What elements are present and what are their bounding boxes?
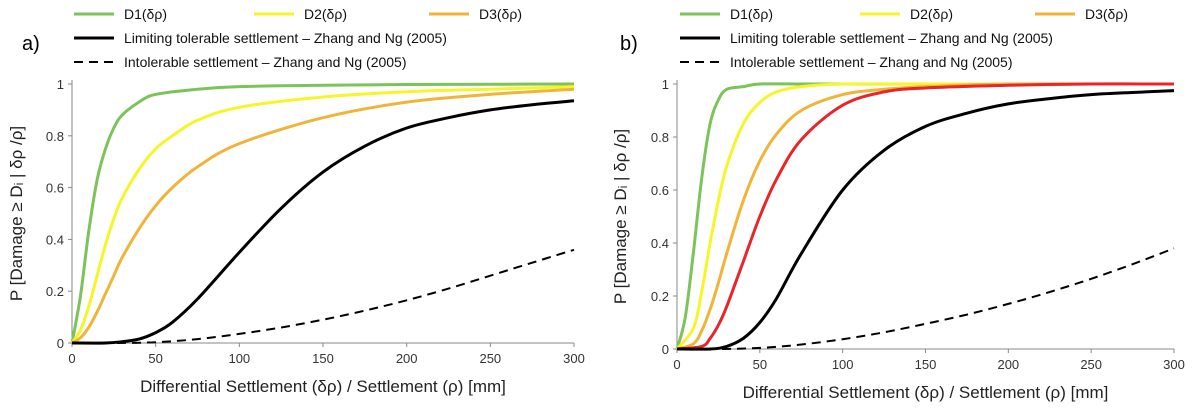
x-axis-title: Differential Settlement (δρ) / Settlemen… xyxy=(140,377,506,396)
x-tick-label: 300 xyxy=(1163,357,1185,372)
y-tick-label: 0.6 xyxy=(46,181,64,196)
y-tick-label: 0.2 xyxy=(651,289,669,304)
legend-label: D2(δρ) xyxy=(910,6,953,22)
y-tick-label: 0.6 xyxy=(651,183,669,198)
x-tick-label: 150 xyxy=(312,351,334,366)
series-line-2 xyxy=(71,87,575,345)
legend-label: Intolerable settlement – Zhang and Ng (2… xyxy=(124,54,407,70)
y-tick-label: 0.4 xyxy=(651,236,669,251)
y-tick-label: 0.4 xyxy=(46,232,64,247)
panel-label: a) xyxy=(22,33,40,55)
series-line-0 xyxy=(70,82,575,344)
x-tick-label: 50 xyxy=(753,357,767,372)
legend-label: D3(δρ) xyxy=(1085,6,1128,22)
panel-label: b) xyxy=(620,33,638,55)
legend-label: D2(δρ) xyxy=(304,6,347,22)
x-tick-label: 200 xyxy=(396,351,418,366)
legend-label: D3(δρ) xyxy=(479,6,522,22)
x-tick-label: 100 xyxy=(228,351,250,366)
panel-b: b) 0 50 100 150 200 250 300 0 0.2 0.4 0.6 0.8 1 Differ… xyxy=(611,6,1185,402)
series-line-4 xyxy=(71,248,575,345)
series-line-1 xyxy=(70,85,575,344)
y-tick-label: 0.8 xyxy=(651,130,669,145)
y-tick-label: 0 xyxy=(57,336,64,351)
series-line-1 xyxy=(675,82,1174,350)
x-axis-title: Differential Settlement (δρ) / Settlemen… xyxy=(743,383,1109,402)
series-line-2 xyxy=(676,82,1175,351)
x-tick-label: 200 xyxy=(997,357,1019,372)
legend-label: Limiting tolerable settlement – Zhang an… xyxy=(124,30,447,46)
series-line-3 xyxy=(71,99,575,345)
legend-label: D1(δρ) xyxy=(124,6,167,22)
x-tick-label: 250 xyxy=(1080,357,1102,372)
x-tick-label: 150 xyxy=(915,357,937,372)
legend-label: D1(δρ) xyxy=(730,6,773,22)
x-tick-label: 50 xyxy=(148,351,162,366)
legend-label: Limiting tolerable settlement – Zhang an… xyxy=(730,30,1053,46)
x-tick-label: 300 xyxy=(563,351,585,366)
y-tick-label: 0 xyxy=(662,342,669,357)
y-axis-title: P [Damage ≥ Dᵢ | δρ /ρ] xyxy=(611,129,630,304)
series-line-5 xyxy=(676,247,1175,351)
series-line-0 xyxy=(675,82,1174,350)
y-tick-label: 0.8 xyxy=(46,129,64,144)
x-tick-label: 0 xyxy=(68,351,75,366)
series-line-3 xyxy=(676,82,1175,351)
x-tick-label: 0 xyxy=(673,357,680,372)
y-axis-title: P [Damage ≥ Dᵢ | δρ /ρ] xyxy=(7,126,26,301)
y-tick-label: 1 xyxy=(57,77,64,92)
legend-label: Intolerable settlement – Zhang and Ng (2… xyxy=(730,54,1013,70)
series-line-4 xyxy=(676,89,1175,351)
y-tick-label: 1 xyxy=(662,77,669,92)
y-tick-label: 0.2 xyxy=(46,284,64,299)
x-tick-label: 100 xyxy=(832,357,854,372)
x-tick-label: 250 xyxy=(479,351,501,366)
panel-a: a) 0 50 100 150 200 250 300 0 0.2 0.4 0.6 0.8 1 Differ… xyxy=(7,6,585,396)
